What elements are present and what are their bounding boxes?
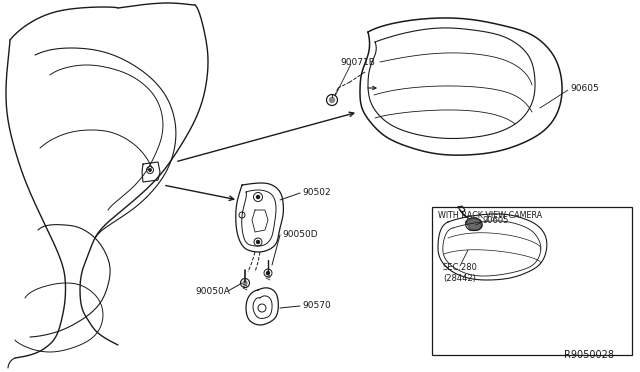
Text: WITH BACK VIEW CAMERA: WITH BACK VIEW CAMERA bbox=[438, 211, 542, 219]
Text: (28442): (28442) bbox=[443, 273, 476, 282]
Text: 90050A: 90050A bbox=[195, 286, 230, 295]
Text: 90570: 90570 bbox=[302, 301, 331, 310]
Circle shape bbox=[330, 97, 335, 103]
Polygon shape bbox=[466, 218, 482, 230]
Circle shape bbox=[243, 281, 247, 285]
Text: 90605: 90605 bbox=[483, 215, 509, 224]
Text: SEC.280: SEC.280 bbox=[443, 263, 478, 273]
Circle shape bbox=[257, 196, 259, 199]
Text: 90605: 90605 bbox=[570, 83, 599, 93]
Circle shape bbox=[266, 272, 269, 275]
Circle shape bbox=[257, 241, 259, 244]
Text: 90502: 90502 bbox=[302, 187, 331, 196]
Bar bbox=[432, 207, 632, 355]
Text: 90050D: 90050D bbox=[282, 230, 317, 238]
Text: R9050028: R9050028 bbox=[564, 350, 614, 360]
Circle shape bbox=[149, 169, 151, 171]
Text: 90071B: 90071B bbox=[340, 58, 375, 67]
